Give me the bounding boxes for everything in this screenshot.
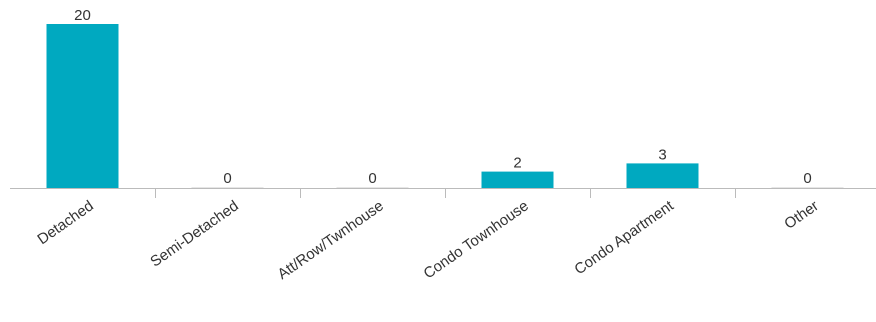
bar-att-row-twnhouse: [336, 187, 409, 188]
bar-other: [771, 187, 844, 188]
bar-detached: [46, 24, 119, 188]
value-label-condo-townhouse: 2: [513, 155, 521, 172]
category-label-condo-townhouse: Condo Townhouse: [420, 197, 531, 282]
bar-semi-detached: [191, 187, 264, 188]
value-label-semi-detached: 0: [223, 170, 231, 187]
value-labels: 20 0 0 2 3 0: [74, 7, 812, 187]
value-label-other: 0: [803, 170, 811, 187]
value-label-att-row-twnhouse: 0: [368, 170, 376, 187]
category-label-semi-detached: Semi-Detached: [147, 197, 241, 270]
value-label-condo-apartment: 3: [658, 146, 666, 163]
x-axis-ticks: [155, 188, 736, 198]
bars-layer: [46, 24, 844, 188]
category-labels: Detached Semi-Detached Att/Row/Twnhouse Con…: [34, 197, 821, 283]
category-label-other: Other: [781, 197, 821, 232]
bar-condo-apartment: [626, 163, 699, 188]
value-label-detached: 20: [74, 7, 91, 24]
category-label-att-row-twnhouse: Att/Row/Twnhouse: [275, 197, 387, 283]
category-label-detached: Detached: [34, 197, 96, 248]
category-label-condo-apartment: Condo Apartment: [571, 197, 677, 278]
bar-condo-townhouse: [481, 171, 554, 188]
